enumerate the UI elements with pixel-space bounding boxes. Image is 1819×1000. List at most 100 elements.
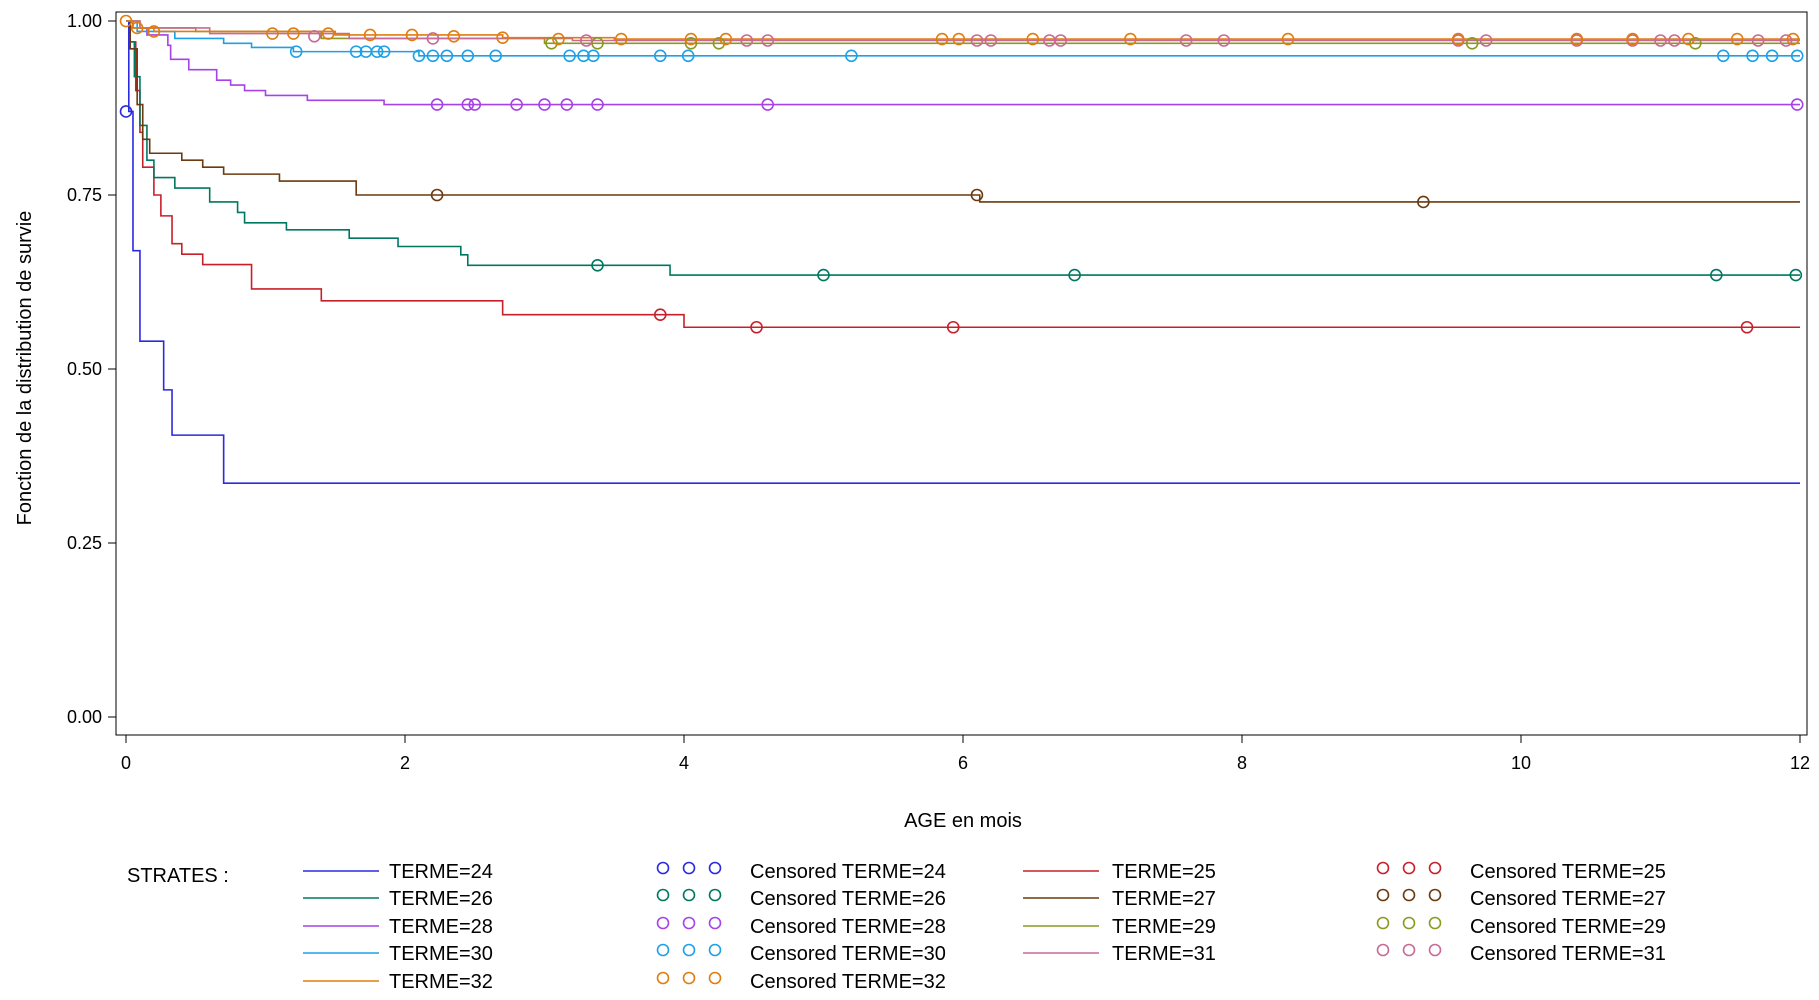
censored-point (266, 27, 279, 40)
legend-series-label: TERME=30 (389, 943, 493, 965)
censored-point (552, 32, 565, 46)
censored-point (1790, 49, 1804, 63)
censored-point (1179, 34, 1193, 47)
legend-series-label: TERME=25 (1112, 861, 1216, 883)
censored-point (560, 98, 574, 111)
legend-censor-swatch (1376, 888, 1390, 902)
legend-censor-swatch (708, 861, 722, 875)
censored-point (577, 49, 590, 63)
series-line-terme-31 (126, 20, 1800, 42)
censored-point (719, 32, 733, 46)
censored-point (440, 49, 454, 63)
y-tick-label: 0.00 (67, 707, 102, 727)
censored-point (468, 98, 482, 111)
y-tick-label: 1.00 (67, 11, 102, 31)
censored-point (461, 49, 475, 63)
censored-point (363, 28, 377, 42)
censored-point (377, 45, 391, 58)
censored-point (1479, 34, 1493, 47)
legend-censor-swatch (708, 916, 722, 930)
censored-point (1740, 320, 1754, 334)
x-tick-label: 12 (1790, 753, 1810, 773)
censored-point (761, 34, 775, 47)
censored-point (591, 36, 604, 50)
censored-point (287, 27, 300, 40)
censored-point (321, 27, 335, 40)
legend-series-label: TERME=29 (1112, 916, 1216, 938)
censored-point (580, 34, 593, 47)
plot-border (115, 11, 1808, 736)
censored-point (1710, 268, 1723, 282)
series-line-terme-27 (126, 20, 1800, 203)
legend-series-label: TERME=31 (1112, 943, 1216, 965)
censored-point (845, 49, 858, 63)
series-line-terme-30 (126, 20, 1800, 57)
legend-censor-swatch (682, 916, 696, 930)
legend-censored-label: Censored TERME=32 (750, 971, 946, 993)
legend-censor-swatch (708, 888, 722, 902)
legend-censor-swatch (1428, 916, 1442, 930)
legend-series-label: TERME=24 (389, 861, 493, 883)
series-line-terme-28 (126, 20, 1800, 106)
censored-point (510, 98, 523, 111)
legend-censor-swatch (682, 943, 696, 957)
series-line-terme-26 (126, 20, 1800, 276)
censored-point (349, 45, 363, 58)
legend-censor-swatch (682, 861, 696, 875)
censored-point (591, 98, 604, 111)
legend-censor-swatch (1376, 943, 1390, 957)
censored-point (1765, 49, 1779, 63)
censored-point (1654, 34, 1667, 47)
x-tick-label: 6 (958, 753, 968, 773)
legend-censor-swatch (656, 888, 670, 902)
legend-censor-swatch (1376, 916, 1390, 930)
censored-point (750, 320, 763, 334)
censored-point (1217, 34, 1231, 47)
censored-point (405, 28, 419, 42)
censored-point (1730, 32, 1744, 46)
censored-point (130, 21, 144, 35)
legend-censored-label: Censored TERME=28 (750, 916, 946, 938)
legend-censored-label: Censored TERME=31 (1470, 943, 1666, 965)
plot-frame (115, 11, 1808, 736)
legend-censored-label: Censored TERME=30 (750, 943, 946, 965)
censored-point (817, 268, 830, 282)
censored-markers (119, 14, 1804, 334)
legend: STRATES : TERME=24 Censored TERME=24 TERME… (127, 861, 1666, 993)
censored-point (1124, 32, 1137, 46)
censored-point (430, 188, 444, 202)
legend-censor-swatch (1428, 888, 1442, 902)
censored-point (1068, 268, 1081, 282)
censored-point (370, 45, 384, 58)
censored-point (289, 45, 303, 58)
series-line-terme-24 (126, 20, 1800, 484)
censored-point (538, 98, 551, 111)
legend-title: STRATES : (127, 865, 229, 887)
censored-point (591, 258, 604, 272)
x-tick-label: 10 (1511, 753, 1531, 773)
censored-point (1682, 32, 1695, 46)
censored-point (712, 36, 726, 50)
series-line-terme-32 (126, 20, 1800, 40)
legend-censor-swatch (682, 888, 696, 902)
censored-point (935, 32, 949, 46)
x-tick-label: 0 (121, 753, 131, 773)
legend-series-label: TERME=26 (389, 888, 493, 910)
legend-censor-swatch (682, 971, 696, 985)
censored-point (489, 49, 502, 63)
x-tick-label: 4 (679, 753, 689, 773)
censored-point (653, 308, 667, 322)
censored-point (1417, 195, 1430, 209)
censored-point (545, 36, 558, 50)
legend-censored-label: Censored TERME=25 (1470, 861, 1666, 883)
censored-point (1465, 36, 1479, 50)
legend-censor-swatch (1428, 861, 1442, 875)
censored-point (1689, 36, 1702, 50)
legend-censor-swatch (656, 943, 670, 957)
censored-point (1751, 34, 1765, 47)
censored-point (447, 30, 461, 43)
censored-point (1779, 34, 1793, 47)
censored-point (1281, 32, 1295, 46)
